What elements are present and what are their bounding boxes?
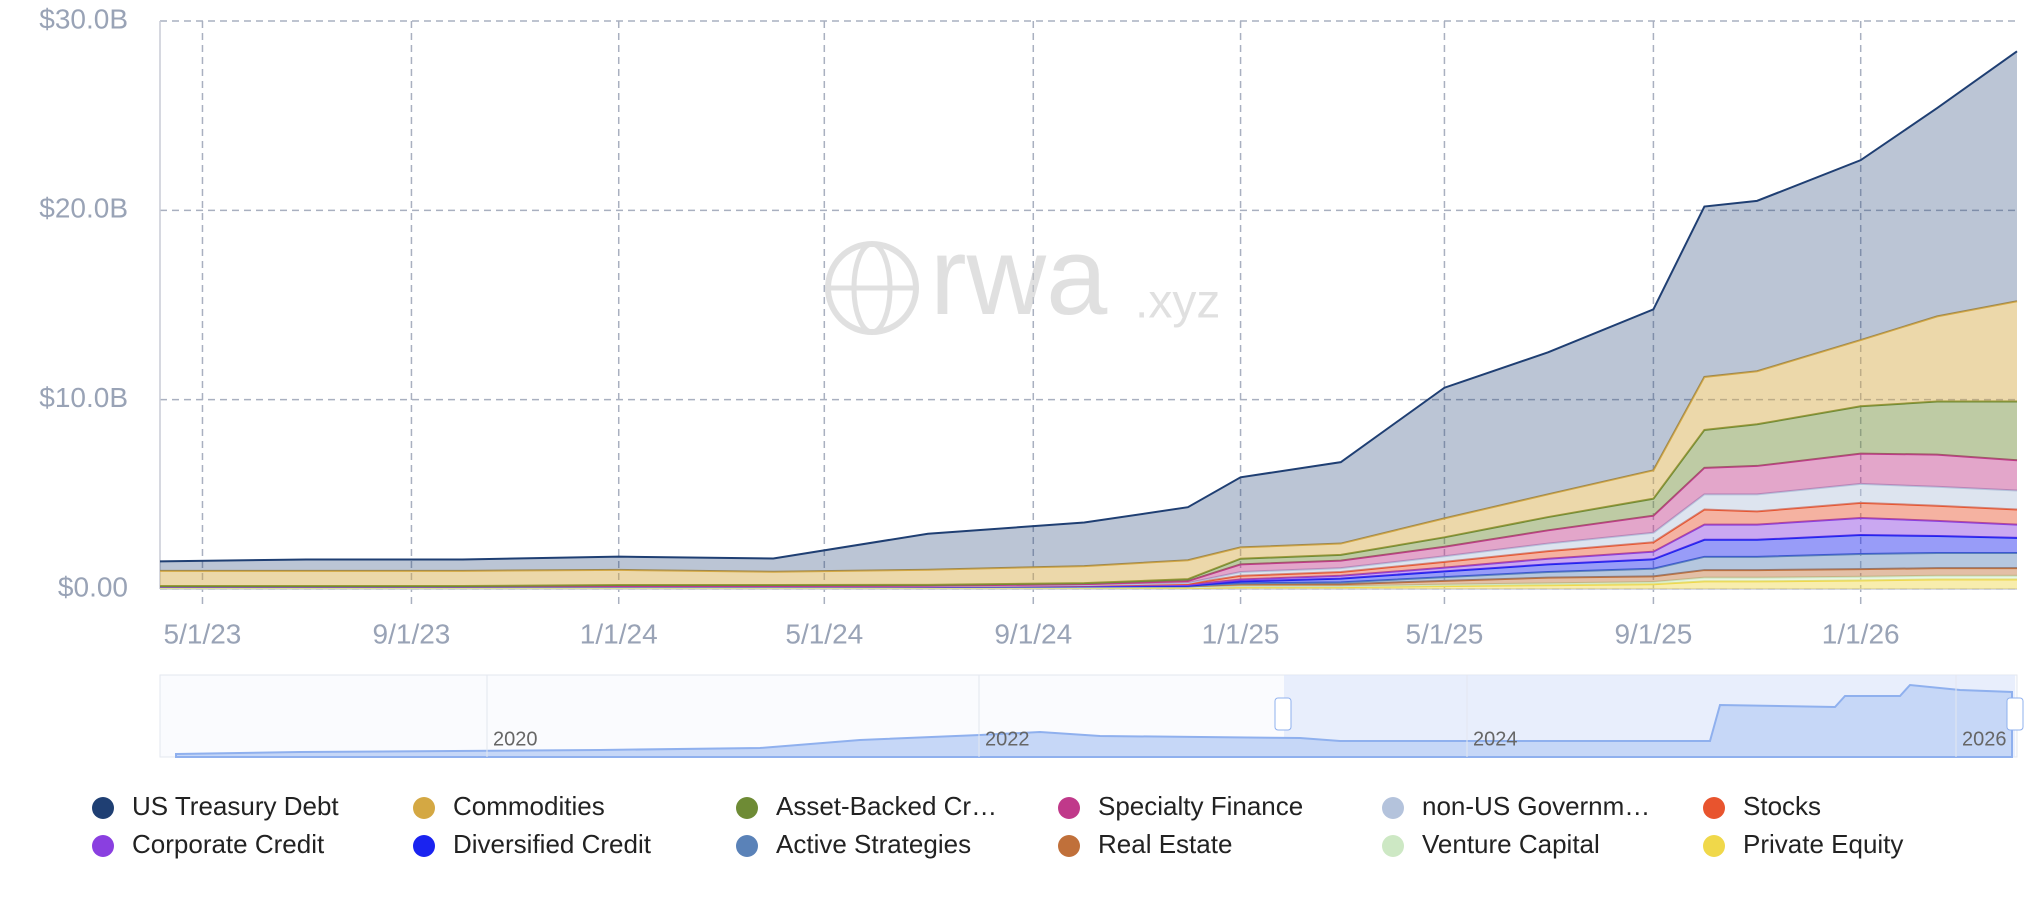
legend-label: Specialty Finance xyxy=(1098,791,1303,821)
legend-item[interactable]: Venture Capital xyxy=(1382,829,1600,859)
watermark: rwa .xyz xyxy=(825,215,1220,338)
legend-swatch xyxy=(1058,835,1080,857)
legend-label: Real Estate xyxy=(1098,829,1232,859)
legend-swatch xyxy=(1703,797,1725,819)
area xyxy=(160,483,2017,587)
navigator-label: 2022 xyxy=(985,728,1030,750)
legend-item[interactable]: Stocks xyxy=(1703,791,1821,821)
area xyxy=(160,575,2017,589)
legend-swatch xyxy=(413,835,435,857)
x-tick-label: 9/1/25 xyxy=(1614,618,1692,649)
navigator-handle[interactable] xyxy=(1274,697,1292,731)
area-line xyxy=(159,50,2018,563)
area xyxy=(160,453,2017,587)
legend-swatch xyxy=(1703,835,1725,857)
legend-swatch xyxy=(736,797,758,819)
legend-item[interactable]: Asset-Backed Cr… xyxy=(736,791,997,821)
legend-label: Active Strategies xyxy=(776,829,971,859)
x-tick-label: 9/1/24 xyxy=(994,618,1072,649)
area xyxy=(160,568,2017,588)
area xyxy=(160,535,2017,587)
legend-swatch xyxy=(736,835,758,857)
legend-label: Corporate Credit xyxy=(132,829,325,859)
legend-label: Diversified Credit xyxy=(453,829,652,859)
navigator-label: 2024 xyxy=(1473,728,1518,750)
x-tick-label: 1/1/24 xyxy=(580,618,658,649)
legend-item[interactable]: Specialty Finance xyxy=(1058,791,1303,821)
legend-swatch xyxy=(413,797,435,819)
legend-swatch xyxy=(1382,835,1404,857)
y-tick-label: $20.0B xyxy=(39,193,128,224)
x-tick-label: 1/1/26 xyxy=(1822,618,1900,649)
legend-label: Private Equity xyxy=(1743,829,1903,859)
navigator[interactable]: 2020 2022 2024 2026 xyxy=(159,674,2024,758)
navigator-label: 2026 xyxy=(1962,728,2007,750)
y-tick-label: $0.00 xyxy=(58,571,128,602)
navigator-label: 2020 xyxy=(493,728,538,750)
x-tick-label: 5/1/23 xyxy=(164,618,242,649)
area-line xyxy=(160,300,2018,573)
legend-item[interactable]: Commodities xyxy=(413,791,605,821)
legend-item[interactable]: Corporate Credit xyxy=(92,829,325,859)
x-tick-label: 9/1/23 xyxy=(373,618,451,649)
legend-item[interactable]: non-US Governm… xyxy=(1382,791,1650,821)
legend-item[interactable]: Private Equity xyxy=(1703,829,1903,859)
navigator-handle[interactable] xyxy=(2006,697,2024,731)
y-tick-label: $10.0B xyxy=(39,382,128,413)
legend-item[interactable]: Diversified Credit xyxy=(413,829,652,859)
legend-swatch xyxy=(92,835,114,857)
x-tick-label: 1/1/25 xyxy=(1202,618,1280,649)
area xyxy=(160,401,2017,587)
legend-swatch xyxy=(1058,797,1080,819)
legend-label: US Treasury Debt xyxy=(132,791,339,821)
legend-label: Commodities xyxy=(453,791,605,821)
legend-swatch xyxy=(1382,797,1404,819)
area xyxy=(160,502,2017,587)
legend-label: Stocks xyxy=(1743,791,1821,821)
legend-item[interactable]: Active Strategies xyxy=(736,829,971,859)
area-line xyxy=(160,400,2017,587)
legend-label: Asset-Backed Cr… xyxy=(776,791,997,821)
x-tick-label: 5/1/25 xyxy=(1406,618,1484,649)
x-tick-label: 5/1/24 xyxy=(785,618,863,649)
legend-item[interactable]: US Treasury Debt xyxy=(92,791,339,821)
area xyxy=(160,301,2017,586)
watermark-text: .xyz xyxy=(1135,276,1220,329)
area xyxy=(160,579,2017,589)
legend-label: Venture Capital xyxy=(1422,829,1600,859)
legend-item[interactable]: Real Estate xyxy=(1058,829,1232,859)
y-tick-label: $30.0B xyxy=(39,3,128,34)
legend-label: non-US Governm… xyxy=(1422,791,1650,821)
plot-area xyxy=(159,50,2018,590)
watermark-text: rwa xyxy=(930,215,1108,338)
legend-swatch xyxy=(92,797,114,819)
area xyxy=(160,51,2017,572)
navigator-series xyxy=(175,683,2013,758)
